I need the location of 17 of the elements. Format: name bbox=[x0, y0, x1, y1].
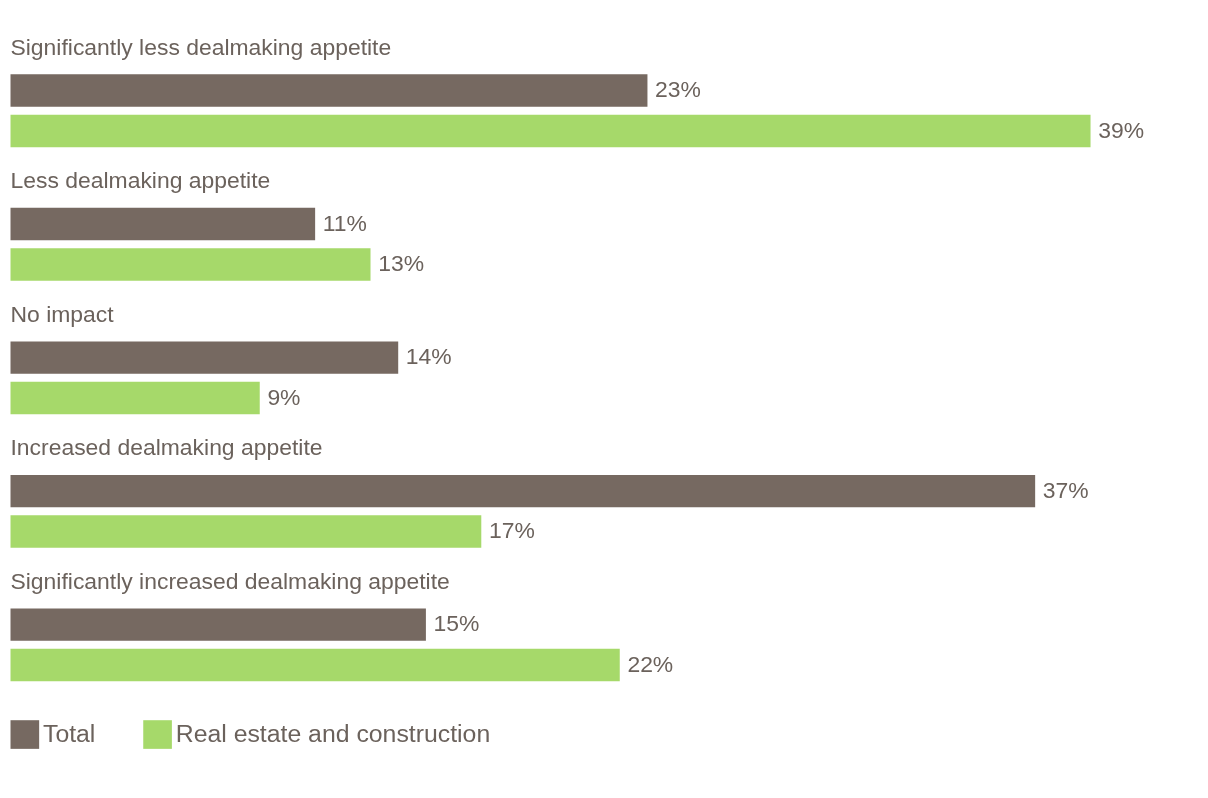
data-label: 39% bbox=[1098, 116, 1145, 143]
y-tick-label: Significantly less dealmaking appetite bbox=[10, 33, 392, 60]
legend-label: Total bbox=[42, 720, 96, 748]
data-label: 17% bbox=[488, 517, 535, 544]
data-label: 22% bbox=[627, 650, 674, 677]
data-label: 37% bbox=[1042, 476, 1089, 503]
y-tick-label: Increased dealmaking appetite bbox=[10, 434, 323, 461]
y-tick-label: Significantly increased dealmaking appetite bbox=[10, 567, 450, 594]
data-label: 13% bbox=[378, 250, 425, 277]
data-label: 9% bbox=[267, 383, 301, 410]
data-label: 11% bbox=[322, 209, 367, 236]
legend-label: Real estate and construction bbox=[175, 720, 491, 748]
y-tick-label: Less dealmaking appetite bbox=[10, 167, 271, 194]
data-label: 15% bbox=[433, 610, 480, 637]
y-tick-label: No impact bbox=[10, 300, 115, 327]
data-label: 23% bbox=[655, 76, 701, 103]
data-label: 14% bbox=[405, 343, 452, 370]
